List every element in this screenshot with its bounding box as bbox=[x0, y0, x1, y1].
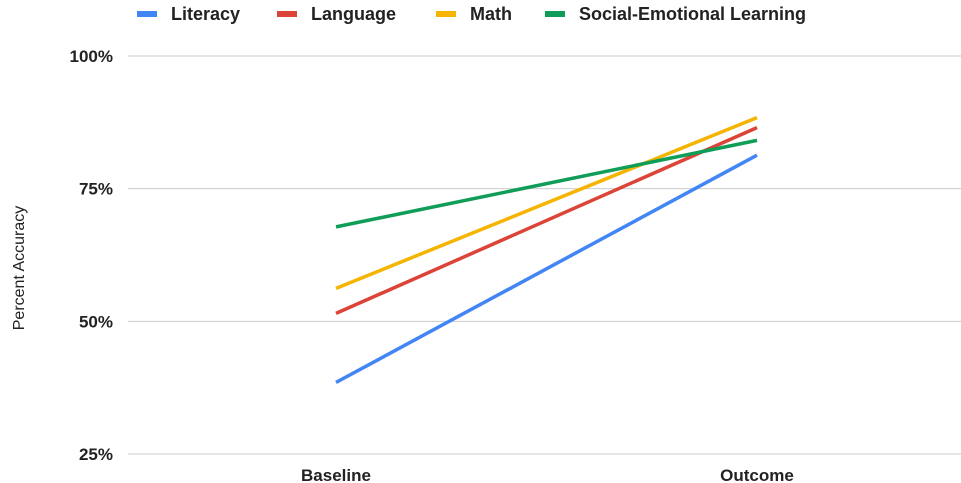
legend-swatch bbox=[436, 11, 456, 17]
legend-swatch bbox=[137, 11, 157, 17]
y-tick-label: 75% bbox=[79, 180, 113, 199]
y-tick-label: 25% bbox=[79, 445, 113, 464]
x-tick-label: Outcome bbox=[720, 466, 794, 483]
legend: Literacy Language Math Social-Emotional Lea… bbox=[137, 4, 806, 24]
x-tick-label: Baseline bbox=[301, 466, 371, 483]
y-axis-title: Percent Accuracy bbox=[11, 206, 28, 331]
legend-label: Literacy bbox=[171, 4, 240, 24]
x-axis-ticks: Baseline Outcome bbox=[301, 466, 794, 483]
series-lines bbox=[335, 115, 758, 384]
gridlines bbox=[128, 55, 961, 455]
legend-label: Social-Emotional Learning bbox=[579, 4, 806, 24]
series-line-social-emotional-learning bbox=[335, 138, 758, 229]
y-tick-label: 100% bbox=[70, 47, 113, 66]
series-line-language bbox=[335, 125, 758, 316]
y-tick-label: 50% bbox=[79, 312, 113, 331]
legend-label: Math bbox=[470, 4, 512, 24]
legend-swatch bbox=[545, 11, 565, 17]
legend-swatch bbox=[277, 11, 297, 17]
series-line-math bbox=[335, 115, 758, 291]
y-axis-ticks: 25% 50% 75% 100% bbox=[70, 47, 113, 464]
series-line-literacy bbox=[335, 153, 758, 384]
legend-label: Language bbox=[311, 4, 396, 24]
